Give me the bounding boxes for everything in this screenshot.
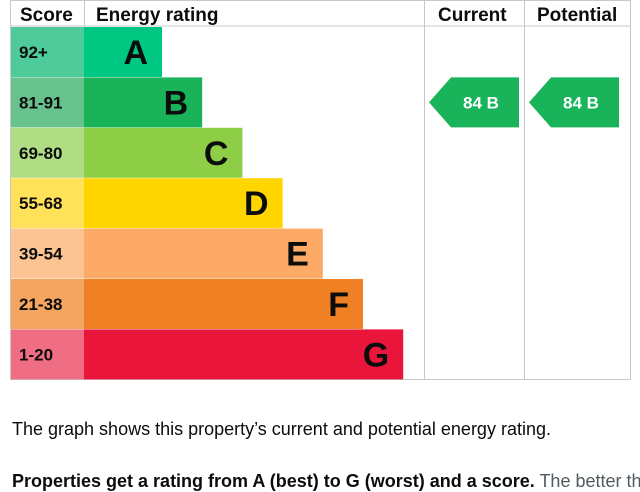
score-cell-c	[11, 127, 84, 178]
score-label-f: 21-38	[19, 295, 62, 314]
band-letter-f: F	[328, 286, 349, 324]
score-label-g: 1-20	[19, 345, 53, 364]
score-header: Score	[20, 5, 73, 26]
rating-arrows: 84 B 84 B	[429, 77, 619, 128]
epc-chart: Score Energy rating Current Potential 92…	[10, 0, 631, 380]
band-bar-b	[84, 77, 203, 128]
band-letter-g: G	[363, 336, 389, 374]
band-bar-c	[84, 127, 243, 178]
current-header: Current	[438, 5, 507, 26]
score-cell-f	[11, 279, 84, 329]
band-bar-d	[84, 178, 283, 229]
energy-rating-header: Energy rating	[96, 5, 218, 26]
potential-rating-label: 84 B	[563, 93, 599, 112]
score-cell-g	[11, 329, 84, 380]
band-letter-a: A	[123, 34, 148, 72]
rating-bands: 92+ A 81-91 B 69-80 C 55-68 D 39-54 E 21-38 F 1-20 G	[11, 27, 404, 380]
next-section-heading: Properties get a rating from A (best) to…	[12, 471, 535, 491]
next-section: Properties get a rating from A (best) to…	[12, 470, 640, 492]
band-letter-e: E	[286, 236, 309, 274]
potential-header: Potential	[537, 5, 617, 26]
score-label-a: 92+	[19, 43, 48, 62]
score-cell-d	[11, 178, 84, 229]
band-letter-b: B	[164, 84, 189, 122]
band-bar-f	[84, 279, 363, 329]
score-cell-a	[11, 27, 84, 77]
potential-arrow	[529, 77, 619, 128]
current-rating-label: 84 B	[463, 93, 499, 112]
band-letter-d: D	[244, 185, 269, 223]
score-cell-e	[11, 228, 84, 279]
band-bar-g	[84, 329, 404, 380]
current-arrow	[429, 77, 519, 128]
score-cell-b	[11, 77, 84, 128]
band-bar-e	[84, 228, 323, 279]
score-label-e: 39-54	[19, 245, 63, 264]
score-label-d: 55-68	[19, 194, 62, 213]
band-bar-a	[84, 27, 162, 77]
chart-caption: The graph shows this property’s current …	[12, 419, 551, 439]
score-label-c: 69-80	[19, 144, 62, 163]
next-section-text: The better the rating and score, the low…	[539, 471, 640, 491]
band-letter-c: C	[204, 135, 229, 173]
score-label-b: 81-91	[19, 93, 62, 112]
